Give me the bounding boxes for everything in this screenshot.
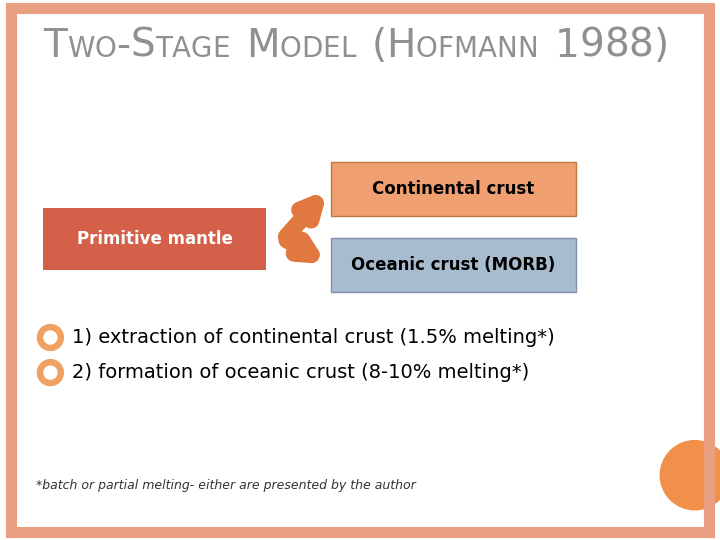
Text: W: W: [67, 35, 94, 63]
Text: -: -: [116, 26, 130, 65]
Text: E: E: [323, 35, 340, 63]
Ellipse shape: [44, 366, 57, 379]
Ellipse shape: [37, 360, 63, 386]
Text: A: A: [171, 35, 191, 63]
Ellipse shape: [37, 325, 63, 350]
Text: Primitive mantle: Primitive mantle: [77, 230, 233, 248]
Text: H: H: [387, 26, 416, 65]
FancyBboxPatch shape: [331, 238, 576, 292]
Text: D: D: [301, 35, 323, 63]
Text: ): ): [654, 26, 669, 65]
Text: 1) extraction of continental crust (1.5% melting*): 1) extraction of continental crust (1.5%…: [72, 328, 554, 347]
Text: E: E: [212, 35, 230, 63]
Text: G: G: [191, 35, 212, 63]
Text: (: (: [372, 26, 387, 65]
Text: S: S: [130, 26, 155, 65]
Text: T: T: [155, 35, 171, 63]
Ellipse shape: [44, 331, 57, 344]
Text: M: M: [246, 26, 279, 65]
Text: M: M: [454, 35, 478, 63]
Text: 8: 8: [604, 26, 629, 65]
Text: Continental crust: Continental crust: [372, 180, 535, 198]
Text: N: N: [497, 35, 518, 63]
Text: N: N: [518, 35, 539, 63]
Text: A: A: [478, 35, 497, 63]
Text: O: O: [279, 35, 301, 63]
Text: O: O: [416, 35, 438, 63]
Text: L: L: [340, 35, 356, 63]
Text: 8: 8: [629, 26, 654, 65]
FancyBboxPatch shape: [43, 208, 266, 270]
Ellipse shape: [660, 441, 720, 510]
Text: F: F: [438, 35, 454, 63]
Text: Oceanic crust (MORB): Oceanic crust (MORB): [351, 255, 556, 274]
Text: T: T: [43, 26, 67, 65]
Text: 9: 9: [579, 26, 604, 65]
Text: O: O: [94, 35, 116, 63]
Text: 1: 1: [554, 26, 579, 65]
FancyBboxPatch shape: [331, 162, 576, 216]
Text: 2) formation of oceanic crust (8-10% melting*): 2) formation of oceanic crust (8-10% mel…: [72, 363, 529, 382]
Text: *batch or partial melting- either are presented by the author: *batch or partial melting- either are pr…: [36, 480, 415, 492]
